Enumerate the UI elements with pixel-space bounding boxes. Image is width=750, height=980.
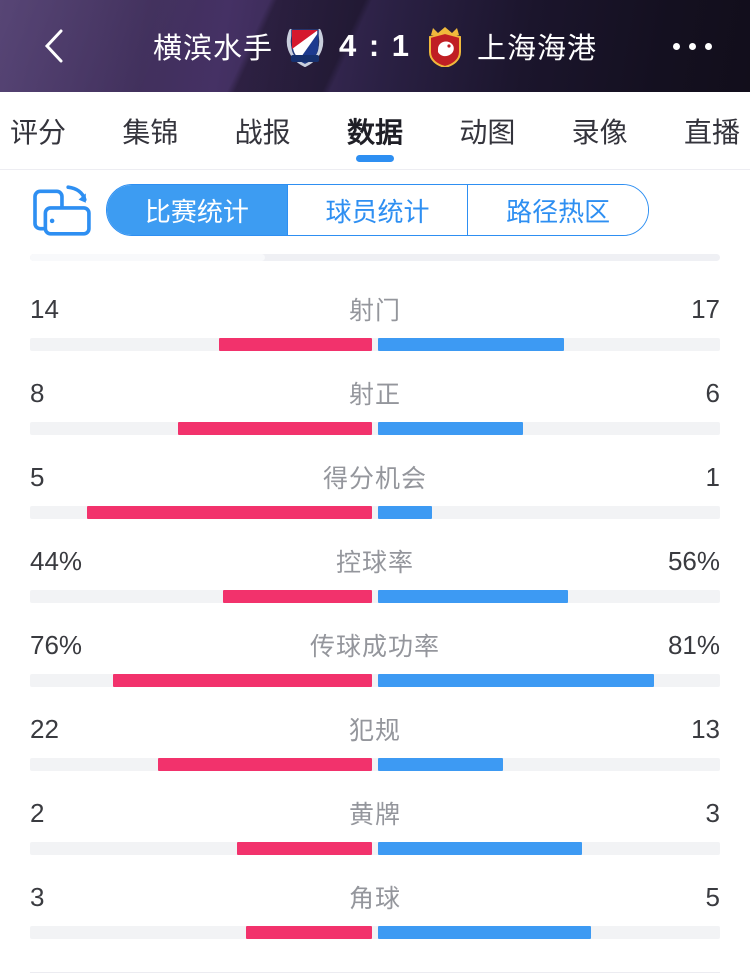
- away-stat-bar: [378, 590, 569, 603]
- away-stat-value: 1: [705, 461, 720, 492]
- stat-row-big-chances: 5 得分机会 1: [30, 460, 720, 544]
- tab-label: 战报: [234, 116, 291, 148]
- tab-highlights[interactable]: 集锦: [120, 92, 180, 169]
- away-stat-bar: [378, 422, 523, 435]
- subtab-label: 比赛统计: [144, 196, 249, 227]
- stat-bar-track: [30, 422, 720, 435]
- stat-bar-track: [30, 590, 720, 603]
- away-stat-bar: [378, 338, 565, 351]
- home-stat-bar: [245, 926, 372, 939]
- ellipsis-icon: [672, 42, 680, 50]
- app-header: 横滨水手 4 : 1 上海海港: [0, 0, 750, 92]
- stat-bar-track: [30, 506, 720, 519]
- away-stat-bar: [378, 842, 582, 855]
- home-stat-value: 22: [30, 713, 59, 744]
- stat-row-possession: 44% 控球率 56%: [30, 544, 720, 628]
- home-stat-value: 3: [30, 881, 45, 912]
- away-stat-value: 17: [691, 293, 720, 324]
- home-stat-bar: [112, 674, 372, 687]
- active-tab-indicator: [355, 155, 394, 162]
- tab-label: 录像: [571, 116, 628, 148]
- away-stat-bar: [378, 506, 433, 519]
- bottom-divider: [30, 972, 720, 973]
- away-stat-bar: [378, 674, 655, 687]
- home-team-name: 横滨水手: [152, 33, 273, 65]
- match-title: 横滨水手 4 : 1 上海海港: [153, 25, 597, 67]
- home-stat-bar: [87, 506, 372, 519]
- stat-bar-track: [30, 338, 720, 351]
- rotate-screen-icon: [33, 185, 91, 236]
- home-stat-value: 5: [30, 461, 45, 492]
- home-stat-bar: [237, 842, 372, 855]
- home-stat-value: 8: [30, 377, 45, 408]
- tab-label: 动图: [459, 116, 516, 148]
- away-team-name: 上海海港: [477, 33, 598, 65]
- tab-rating[interactable]: 评分: [8, 92, 68, 169]
- subtab-heat-map[interactable]: 路径热区: [467, 185, 648, 235]
- stat-label: 射正: [348, 381, 401, 409]
- tab-gifs[interactable]: 动图: [457, 92, 517, 169]
- away-stat-value: 6: [705, 377, 720, 408]
- stat-label: 传球成功率: [309, 633, 440, 661]
- stat-row-shots-on-target: 8 射正 6: [30, 376, 720, 460]
- stat-row-fouls: 22 犯规 13: [30, 712, 720, 796]
- away-stat-value: 5: [705, 881, 720, 912]
- scroll-indicator-thumb: [30, 254, 265, 261]
- subtab-player-stats[interactable]: 球员统计: [286, 185, 468, 235]
- match-stats-list: 14 射门 17 8 射正 6 5 得分机会 1 44%: [0, 261, 750, 964]
- tab-data[interactable]: 数据: [345, 92, 405, 169]
- stat-label: 黄牌: [348, 801, 401, 829]
- home-stat-bar: [219, 338, 372, 351]
- home-stat-bar: [177, 422, 372, 435]
- back-button[interactable]: [26, 0, 82, 92]
- home-stat-value: 14: [30, 293, 59, 324]
- stats-segmented-control: 比赛统计 球员统计 路径热区: [106, 184, 649, 236]
- scroll-indicator: [30, 254, 720, 261]
- stat-bar-track: [30, 842, 720, 855]
- rotate-screen-button[interactable]: [30, 180, 104, 240]
- tab-bar: 评分 集锦 战报 数据 动图 录像 直播: [0, 92, 750, 170]
- away-stat-value: 13: [691, 713, 720, 744]
- stat-bar-track: [30, 758, 720, 771]
- away-stat-bar: [378, 758, 504, 771]
- tab-label: 数据: [346, 116, 403, 148]
- home-stat-value: 2: [30, 797, 45, 828]
- away-stat-value: 3: [705, 797, 720, 828]
- home-stat-value: 76%: [30, 629, 83, 660]
- away-stat-bar: [378, 926, 591, 939]
- home-stat-value: 44%: [30, 545, 83, 576]
- away-stat-value: 81%: [667, 629, 720, 660]
- chevron-left-icon: [44, 29, 63, 63]
- stat-row-pass-accuracy: 76% 传球成功率 81%: [30, 628, 720, 712]
- stat-bar-track: [30, 674, 720, 687]
- stat-label: 得分机会: [322, 465, 427, 493]
- tab-live[interactable]: 直播: [682, 92, 742, 169]
- tab-label: 评分: [10, 116, 67, 148]
- tab-label: 集锦: [122, 116, 179, 148]
- home-stat-bar: [223, 590, 372, 603]
- subtab-row: 比赛统计 球员统计 路径热区: [0, 170, 750, 250]
- stat-row-yellow-cards: 2 黄牌 3: [30, 796, 720, 880]
- tab-label: 直播: [683, 116, 740, 148]
- stat-row-corners: 3 角球 5: [30, 880, 720, 964]
- subtab-label: 球员统计: [325, 196, 430, 227]
- home-stat-bar: [158, 758, 372, 771]
- stat-row-shots: 14 射门 17: [30, 292, 720, 376]
- stat-bar-track: [30, 926, 720, 939]
- stat-label: 射门: [348, 297, 401, 325]
- subtab-label: 路径热区: [506, 196, 611, 227]
- stat-label: 控球率: [335, 549, 414, 577]
- stat-label: 角球: [348, 885, 401, 913]
- away-stat-value: 56%: [667, 545, 720, 576]
- subtab-match-stats[interactable]: 比赛统计: [107, 185, 287, 235]
- more-menu-button[interactable]: [656, 0, 728, 92]
- score: 4 : 1: [338, 28, 412, 63]
- away-team-crest-icon: [429, 27, 462, 67]
- tab-report[interactable]: 战报: [233, 92, 293, 169]
- tab-video[interactable]: 录像: [570, 92, 630, 169]
- home-team-crest-icon: [286, 29, 324, 67]
- stat-label: 犯规: [348, 717, 401, 745]
